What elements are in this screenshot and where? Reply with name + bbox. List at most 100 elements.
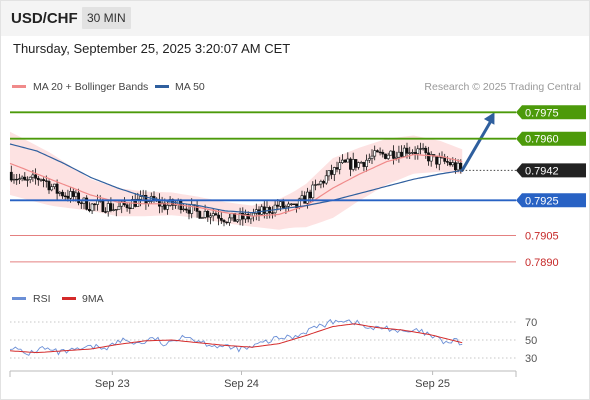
candle-body [421,147,425,150]
candle-body [330,170,334,175]
candle-body [338,162,342,170]
candle-body [209,215,212,218]
candle-body [12,178,16,181]
candle-body [319,181,323,185]
candle-body [15,178,19,181]
candle-body [370,155,374,159]
candle-body [408,152,412,154]
candle-body [284,206,288,208]
level-badge-pivot [516,193,586,208]
candle-body [201,217,204,219]
candle-body [90,203,94,212]
ma20-line [9,153,463,217]
candle-body [96,200,99,205]
candle-body [384,153,387,159]
candle-body [28,176,32,180]
candle-body [166,205,169,210]
candle-body [241,213,245,220]
candle-body [114,209,118,211]
rsi-tick-label: 50 [525,335,537,347]
candle-body [71,191,75,197]
candle-body [410,152,414,154]
candle-body [381,152,385,155]
level-badge-resistance [516,131,586,146]
rsi-plot: 70 50 30 [9,317,537,365]
rsi-legend-swatch [12,297,26,300]
candle-body [429,154,433,162]
rsi-legend: RSI 9MA [12,293,104,305]
candle-body [198,211,202,219]
candle-body [50,186,54,191]
candle-body [195,205,199,212]
candle-body [55,183,59,194]
candle-body [184,208,188,211]
price-levels: 0.7975 0.7960 0.7942 0.7925 0.7905 0.7890 [10,105,586,269]
level-label: 0.7975 [525,107,559,119]
candle-body [203,211,207,218]
candle-body [314,184,317,186]
level-label: 0.7890 [525,257,559,269]
rsi-tick-label: 70 [525,317,537,329]
candle-body [400,151,404,157]
rsi-ma-legend-swatch [62,297,76,300]
credit-label: Research © 2025 Trading Central [424,81,581,93]
candle-body [292,203,296,205]
ma20-legend-label: MA 20 + Bollinger Bands [33,81,148,93]
candle-body [413,152,417,154]
candle-body [106,203,110,212]
candle-body [362,162,366,167]
candle-body [123,201,126,206]
candle-body [405,147,409,154]
ma50-legend-swatch [155,85,169,88]
timeframe-badge[interactable]: 30 MIN [82,7,131,29]
candle-body [402,147,406,157]
candle-body [281,201,285,208]
projection-arrow-head [483,112,495,125]
candle-body [93,203,97,206]
candle-body [346,158,350,163]
ma50-line [9,143,463,214]
candle-body [316,183,320,186]
candle-body [343,159,347,163]
x-tick-label: Sep 25 [415,378,450,390]
candle-body [88,209,91,212]
candle-body [300,195,304,200]
candle-body [58,191,62,194]
candle-body [357,162,360,168]
candle-body [459,162,463,170]
candle-body [236,219,239,222]
candle-body [437,156,441,165]
candle-body [340,159,344,164]
candle-body [273,204,277,214]
candle-body [416,148,420,154]
candle-body [424,147,428,154]
candle-body [244,213,247,220]
candle-body [34,174,38,179]
projection-arrow-shaft [460,116,494,172]
candle-body [322,181,326,184]
candle-body [238,213,242,221]
candle-body [214,213,218,216]
candle-body [378,151,382,154]
candle-body [308,191,312,199]
candle-body [44,180,48,182]
candle-body [61,191,64,197]
candle-body [74,192,78,197]
level-badge-resistance [516,105,586,120]
candle-body [394,156,398,159]
candle-body [365,159,369,167]
candle-body [217,214,221,219]
candle-body [276,204,280,207]
candle-body [104,211,107,213]
candle-body [20,176,24,180]
candle-body [23,176,27,181]
candle-body [456,162,460,171]
candle-body [246,213,250,220]
candle-body [367,158,371,161]
candle-body [112,209,116,211]
candle-body [222,220,226,223]
candle-body [349,158,352,170]
candle-body [270,212,274,214]
candle-body [47,181,51,191]
candle-body [279,201,282,207]
